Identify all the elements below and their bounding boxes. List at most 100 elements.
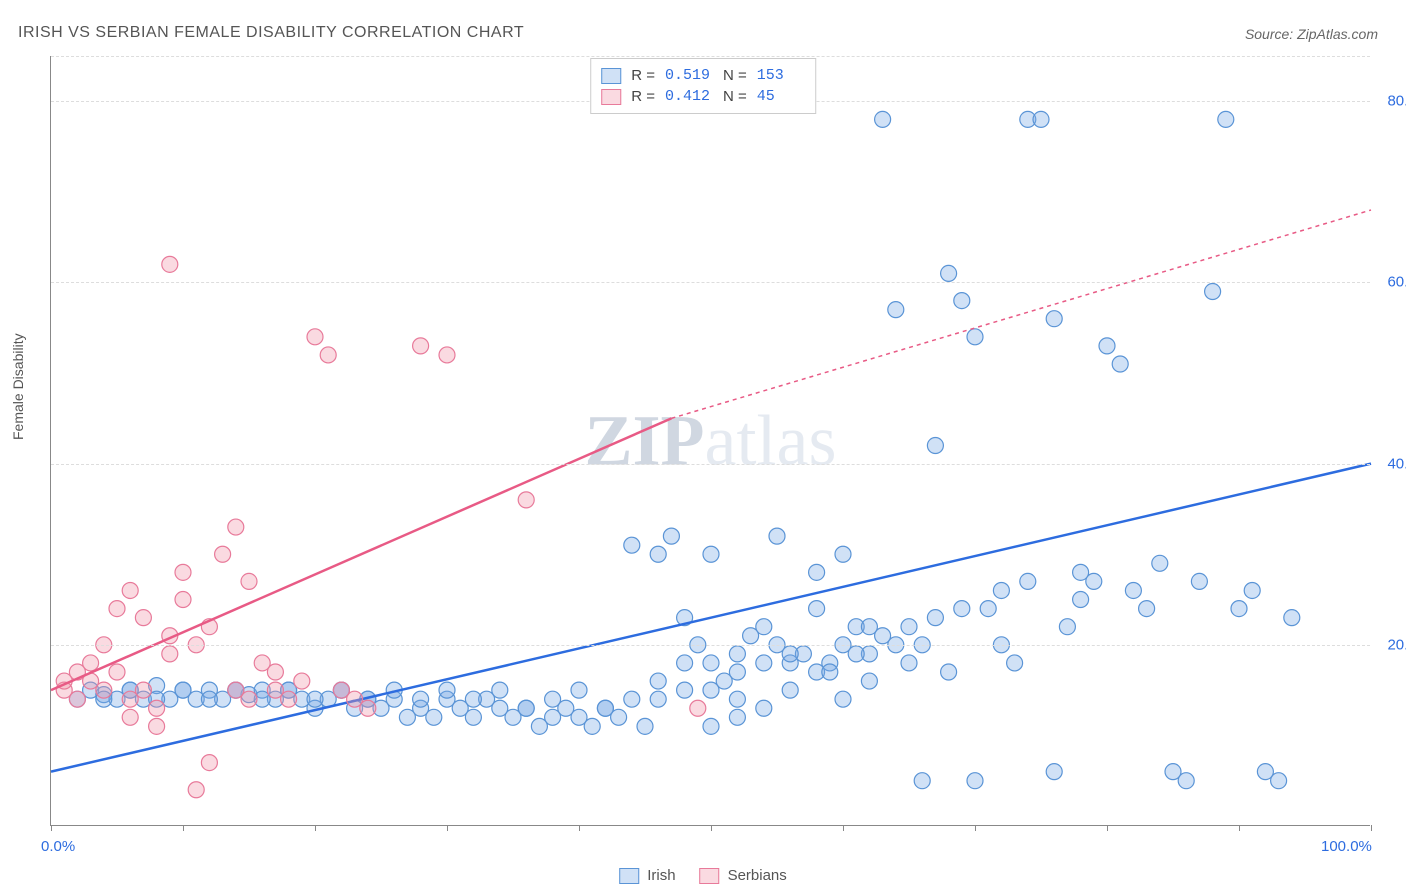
data-point <box>809 601 825 617</box>
bottom-legend: Irish Serbians <box>619 867 787 884</box>
data-point <box>663 528 679 544</box>
data-point <box>307 691 323 707</box>
x-tick-label: 0.0% <box>41 838 75 855</box>
chart-container: IRISH VS SERBIAN FEMALE DISABILITY CORRE… <box>0 0 1406 892</box>
data-point <box>1099 338 1115 354</box>
legend-label-serbian: Serbians <box>728 867 787 884</box>
data-point <box>941 265 957 281</box>
data-point <box>624 537 640 553</box>
data-point <box>1244 582 1260 598</box>
data-point <box>1020 573 1036 589</box>
data-point <box>703 682 719 698</box>
data-point <box>703 718 719 734</box>
data-point <box>597 700 613 716</box>
data-point <box>267 664 283 680</box>
data-point <box>584 718 600 734</box>
data-point <box>875 628 891 644</box>
data-point <box>690 700 706 716</box>
data-point <box>1271 773 1287 789</box>
data-point <box>888 302 904 318</box>
data-point <box>835 546 851 562</box>
data-point <box>967 329 983 345</box>
data-point <box>901 619 917 635</box>
data-point <box>1284 610 1300 626</box>
y-tick-label: 80.0% <box>1387 93 1406 110</box>
data-point <box>756 619 772 635</box>
data-point <box>954 293 970 309</box>
stat-n-label: N = <box>723 67 747 84</box>
data-point <box>135 610 151 626</box>
data-point <box>294 673 310 689</box>
data-point <box>1125 582 1141 598</box>
data-point <box>571 682 587 698</box>
data-point <box>954 601 970 617</box>
data-point <box>756 655 772 671</box>
data-point <box>439 682 455 698</box>
data-point <box>360 700 376 716</box>
data-point <box>624 691 640 707</box>
data-point <box>492 682 508 698</box>
data-point <box>650 691 666 707</box>
data-point <box>162 256 178 272</box>
swatch-serbian-bottom <box>700 868 720 884</box>
data-point <box>109 601 125 617</box>
data-point <box>413 691 429 707</box>
legend-stats-box: R = 0.519 N = 153 R = 0.412 N = 45 <box>590 58 816 114</box>
y-tick-label: 40.0% <box>1387 455 1406 472</box>
data-point <box>809 564 825 580</box>
data-point <box>439 347 455 363</box>
data-point <box>1046 764 1062 780</box>
stat-n-label: N = <box>723 88 747 105</box>
data-point <box>201 755 217 771</box>
data-point <box>980 601 996 617</box>
data-point <box>228 519 244 535</box>
data-point <box>677 682 693 698</box>
data-point <box>135 682 151 698</box>
data-point <box>650 546 666 562</box>
legend-stats-row-serbian: R = 0.412 N = 45 <box>601 86 805 107</box>
data-point <box>426 709 442 725</box>
data-point <box>729 646 745 662</box>
data-point <box>967 773 983 789</box>
data-point <box>1073 564 1089 580</box>
x-tick-label: 100.0% <box>1321 838 1372 855</box>
data-point <box>162 646 178 662</box>
data-point <box>1231 601 1247 617</box>
data-point <box>320 347 336 363</box>
data-point <box>782 646 798 662</box>
y-axis-label: Female Disability <box>10 333 26 440</box>
data-point <box>241 573 257 589</box>
data-point <box>1178 773 1194 789</box>
data-point <box>149 718 165 734</box>
data-point <box>729 709 745 725</box>
data-point <box>241 691 257 707</box>
data-point <box>149 700 165 716</box>
data-point <box>941 664 957 680</box>
data-point <box>835 691 851 707</box>
data-point <box>1205 284 1221 300</box>
data-point <box>1059 619 1075 635</box>
data-point <box>1033 111 1049 127</box>
stat-r-value-irish: 0.519 <box>665 67 713 84</box>
data-point <box>1046 311 1062 327</box>
data-point <box>875 111 891 127</box>
plot-area: ZIPatlas 20.0%40.0%60.0%80.0%0.0%100.0% <box>50 56 1370 826</box>
data-point <box>545 691 561 707</box>
plot-svg <box>51 56 1370 825</box>
chart-title: IRISH VS SERBIAN FEMALE DISABILITY CORRE… <box>18 24 524 42</box>
data-point <box>175 682 191 698</box>
data-point <box>465 709 481 725</box>
data-point <box>822 664 838 680</box>
data-point <box>518 492 534 508</box>
data-point <box>175 564 191 580</box>
data-point <box>650 673 666 689</box>
data-point <box>848 646 864 662</box>
data-point <box>201 691 217 707</box>
data-point <box>914 773 930 789</box>
data-point <box>122 709 138 725</box>
stat-n-value-irish: 153 <box>757 67 805 84</box>
data-point <box>96 682 112 698</box>
stat-r-value-serbian: 0.412 <box>665 88 713 105</box>
data-point <box>901 655 917 671</box>
data-point <box>927 610 943 626</box>
